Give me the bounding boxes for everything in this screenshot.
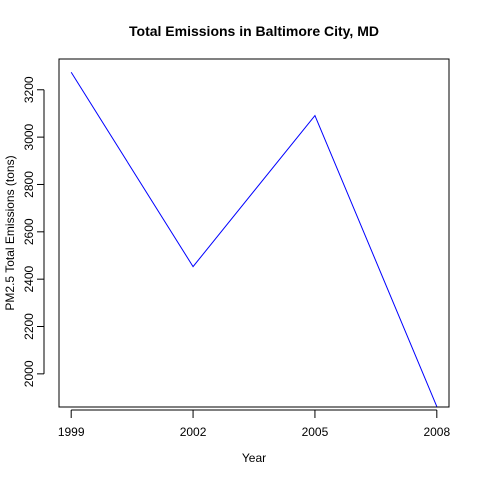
x-tick-label: 2005 <box>302 425 329 439</box>
y-axis: 2000 2200 2400 2600 2800 3000 3200 <box>22 76 45 387</box>
y-axis-title: PM2.5 Total Emissions (tons) <box>3 155 17 310</box>
y-tick-label: 2600 <box>22 218 36 245</box>
y-tick-label: 2400 <box>22 265 36 292</box>
x-axis-title: Year <box>242 451 266 465</box>
x-tick-label: 2002 <box>180 425 207 439</box>
y-tick-label: 3000 <box>22 123 36 150</box>
series-layer <box>70 71 438 407</box>
x-tick-label: 1999 <box>58 425 85 439</box>
y-tick-label: 2000 <box>22 360 36 387</box>
x-axis: 1999 2002 2005 2008 <box>58 409 450 439</box>
chart-title: Total Emissions in Baltimore City, MD <box>129 23 379 39</box>
plot-frame <box>58 58 450 408</box>
y-tick-label: 2200 <box>22 313 36 340</box>
series-line <box>70 71 438 407</box>
y-tick-label: 2800 <box>22 171 36 198</box>
y-tick-label: 3200 <box>22 76 36 103</box>
x-tick-label: 2008 <box>423 425 450 439</box>
